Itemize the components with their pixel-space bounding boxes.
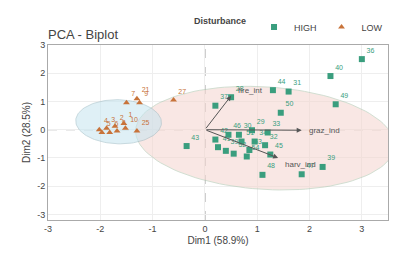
svg-text:Disturbance: Disturbance <box>194 16 246 26</box>
svg-text:-1: -1 <box>149 224 157 234</box>
svg-text:-2: -2 <box>37 181 45 191</box>
svg-text:52: 52 <box>238 141 246 148</box>
svg-text:-3: -3 <box>37 210 45 220</box>
svg-text:50: 50 <box>286 100 294 107</box>
svg-text:2: 2 <box>120 114 124 121</box>
svg-text:Dim2 (28.5%): Dim2 (28.5%) <box>21 102 32 163</box>
svg-text:9: 9 <box>144 90 148 97</box>
svg-text:6: 6 <box>114 120 118 127</box>
svg-text:41: 41 <box>223 135 231 142</box>
svg-text:42: 42 <box>220 127 228 134</box>
svg-text:PCA - Biplot: PCA - Biplot <box>48 27 118 42</box>
svg-text:graz_ind: graz_ind <box>309 126 340 135</box>
svg-text:0: 0 <box>202 224 207 234</box>
svg-text:1: 1 <box>129 111 133 118</box>
svg-text:39: 39 <box>231 138 239 145</box>
svg-text:-2: -2 <box>96 224 104 234</box>
svg-text:8: 8 <box>122 119 126 126</box>
svg-text:45: 45 <box>275 142 283 149</box>
svg-text:47: 47 <box>306 162 314 169</box>
svg-text:fire_int: fire_int <box>238 86 263 95</box>
svg-text:51: 51 <box>246 129 254 136</box>
svg-text:27: 27 <box>178 88 186 95</box>
svg-text:Dim1 (58.9%): Dim1 (58.9%) <box>187 235 248 246</box>
svg-text:LOW: LOW <box>362 23 383 33</box>
svg-text:3: 3 <box>111 116 115 123</box>
svg-text:7: 7 <box>131 90 135 97</box>
svg-text:37: 37 <box>220 93 228 100</box>
svg-text:44: 44 <box>278 78 286 85</box>
svg-text:30: 30 <box>244 122 252 129</box>
svg-text:1: 1 <box>255 224 260 234</box>
svg-text:53: 53 <box>254 138 262 145</box>
svg-text:33: 33 <box>272 120 280 127</box>
svg-text:2: 2 <box>307 224 312 234</box>
svg-text:10: 10 <box>130 116 138 123</box>
svg-text:49: 49 <box>340 92 348 99</box>
svg-text:46: 46 <box>233 122 241 129</box>
svg-text:40: 40 <box>335 64 343 71</box>
svg-text:HIGH: HIGH <box>294 23 317 33</box>
svg-text:2: 2 <box>40 68 45 78</box>
svg-text:-3: -3 <box>44 224 52 234</box>
svg-text:43: 43 <box>191 134 199 141</box>
svg-text:harv_ind: harv_ind <box>285 160 316 169</box>
svg-text:3: 3 <box>359 224 364 234</box>
svg-text:21: 21 <box>142 86 150 93</box>
svg-text:1: 1 <box>40 97 45 107</box>
svg-text:28: 28 <box>236 85 244 92</box>
svg-text:3: 3 <box>40 40 45 50</box>
svg-text:36: 36 <box>367 47 375 54</box>
svg-text:39: 39 <box>327 154 335 161</box>
svg-text:0: 0 <box>40 125 45 135</box>
svg-text:31: 31 <box>293 79 301 86</box>
svg-text:29: 29 <box>257 118 265 125</box>
svg-text:-1: -1 <box>37 153 45 163</box>
svg-text:48: 48 <box>267 162 275 169</box>
svg-text:54: 54 <box>252 144 260 151</box>
svg-text:34: 34 <box>259 129 267 136</box>
svg-text:32: 32 <box>270 133 278 140</box>
svg-text:4: 4 <box>104 117 108 124</box>
svg-text:5: 5 <box>107 120 111 127</box>
svg-text:25: 25 <box>142 119 150 126</box>
